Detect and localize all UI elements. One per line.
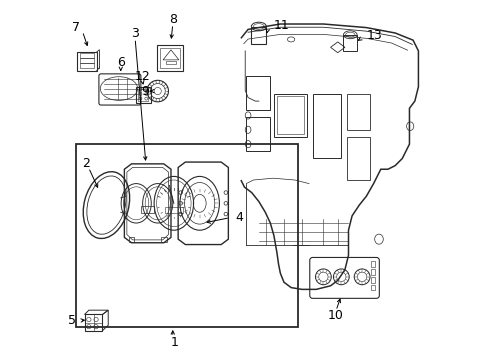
- Text: 4: 4: [235, 211, 243, 224]
- Bar: [346, 137, 369, 180]
- Text: 10: 10: [327, 309, 343, 322]
- Text: 9: 9: [142, 85, 149, 98]
- Bar: [138, 89, 148, 101]
- Bar: [250, 27, 265, 44]
- Bar: [160, 48, 180, 68]
- Bar: [276, 96, 303, 134]
- Text: 13: 13: [366, 29, 382, 42]
- Text: 3: 3: [131, 27, 139, 40]
- Bar: [141, 206, 154, 213]
- Bar: [76, 144, 298, 327]
- Bar: [157, 45, 183, 71]
- Text: 6: 6: [117, 56, 124, 69]
- Bar: [80, 63, 94, 68]
- Bar: [370, 261, 374, 267]
- Bar: [370, 269, 374, 275]
- Bar: [346, 94, 369, 130]
- Text: 8: 8: [168, 13, 177, 26]
- Bar: [343, 35, 356, 51]
- Bar: [161, 237, 166, 242]
- Text: 12: 12: [134, 69, 150, 82]
- Bar: [165, 60, 176, 64]
- Bar: [274, 94, 306, 137]
- Text: 2: 2: [82, 157, 90, 170]
- Bar: [370, 277, 374, 283]
- Text: 7: 7: [72, 21, 80, 34]
- Bar: [80, 58, 94, 63]
- Text: 5: 5: [68, 314, 76, 327]
- Bar: [129, 237, 134, 242]
- Bar: [84, 315, 102, 330]
- Text: 1: 1: [170, 336, 178, 348]
- Bar: [312, 94, 341, 158]
- Bar: [246, 117, 269, 151]
- Bar: [80, 53, 94, 58]
- Bar: [164, 207, 183, 213]
- Bar: [246, 76, 269, 110]
- Bar: [77, 52, 97, 71]
- Text: 11: 11: [273, 19, 289, 32]
- Bar: [370, 285, 374, 291]
- Bar: [136, 87, 150, 103]
